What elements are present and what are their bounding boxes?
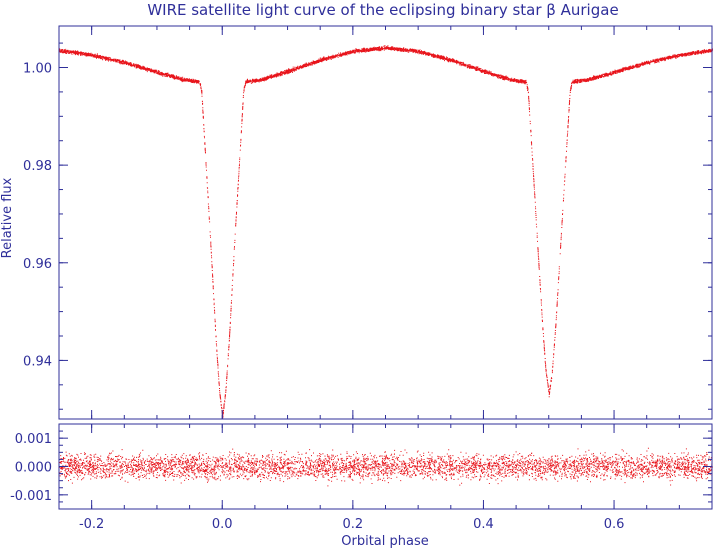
light-curve-points — [59, 45, 713, 419]
residual-plot-axes: -0.2 0.0 0.2 0.4 0.6 -0.001 0.000 0.001 — [10, 423, 713, 532]
y-tick-label: 0.94 — [23, 354, 52, 369]
residuals-plot — [59, 447, 713, 487]
chart-title: WIRE satellite light curve of the eclips… — [147, 1, 618, 19]
y-axis-label: Relative flux — [0, 177, 15, 258]
y-tick-label: 0.96 — [23, 257, 52, 272]
x-tick-label: 0.4 — [473, 517, 494, 532]
main-light-curve-plot — [59, 45, 713, 419]
residual-plot-frame — [58, 423, 713, 510]
x-tick-label: -0.2 — [79, 517, 104, 532]
x-axis-label: Orbital phase — [341, 534, 428, 549]
y-tick-label: 0.000 — [15, 461, 52, 476]
x-tick-label: 0.2 — [343, 517, 364, 532]
main-plot-frame — [58, 25, 713, 420]
x-tick-label: 0.0 — [212, 517, 233, 532]
main-plot-axes: 0.94 0.96 0.98 1.00 — [23, 26, 713, 419]
y-tick-label: 0.001 — [15, 432, 52, 447]
y-tick-label: 1.00 — [23, 61, 52, 76]
y-tick-label: 0.98 — [23, 159, 52, 174]
y-tick-label: -0.001 — [10, 489, 52, 504]
residual-points — [59, 447, 713, 487]
x-tick-label: 0.6 — [604, 517, 625, 532]
